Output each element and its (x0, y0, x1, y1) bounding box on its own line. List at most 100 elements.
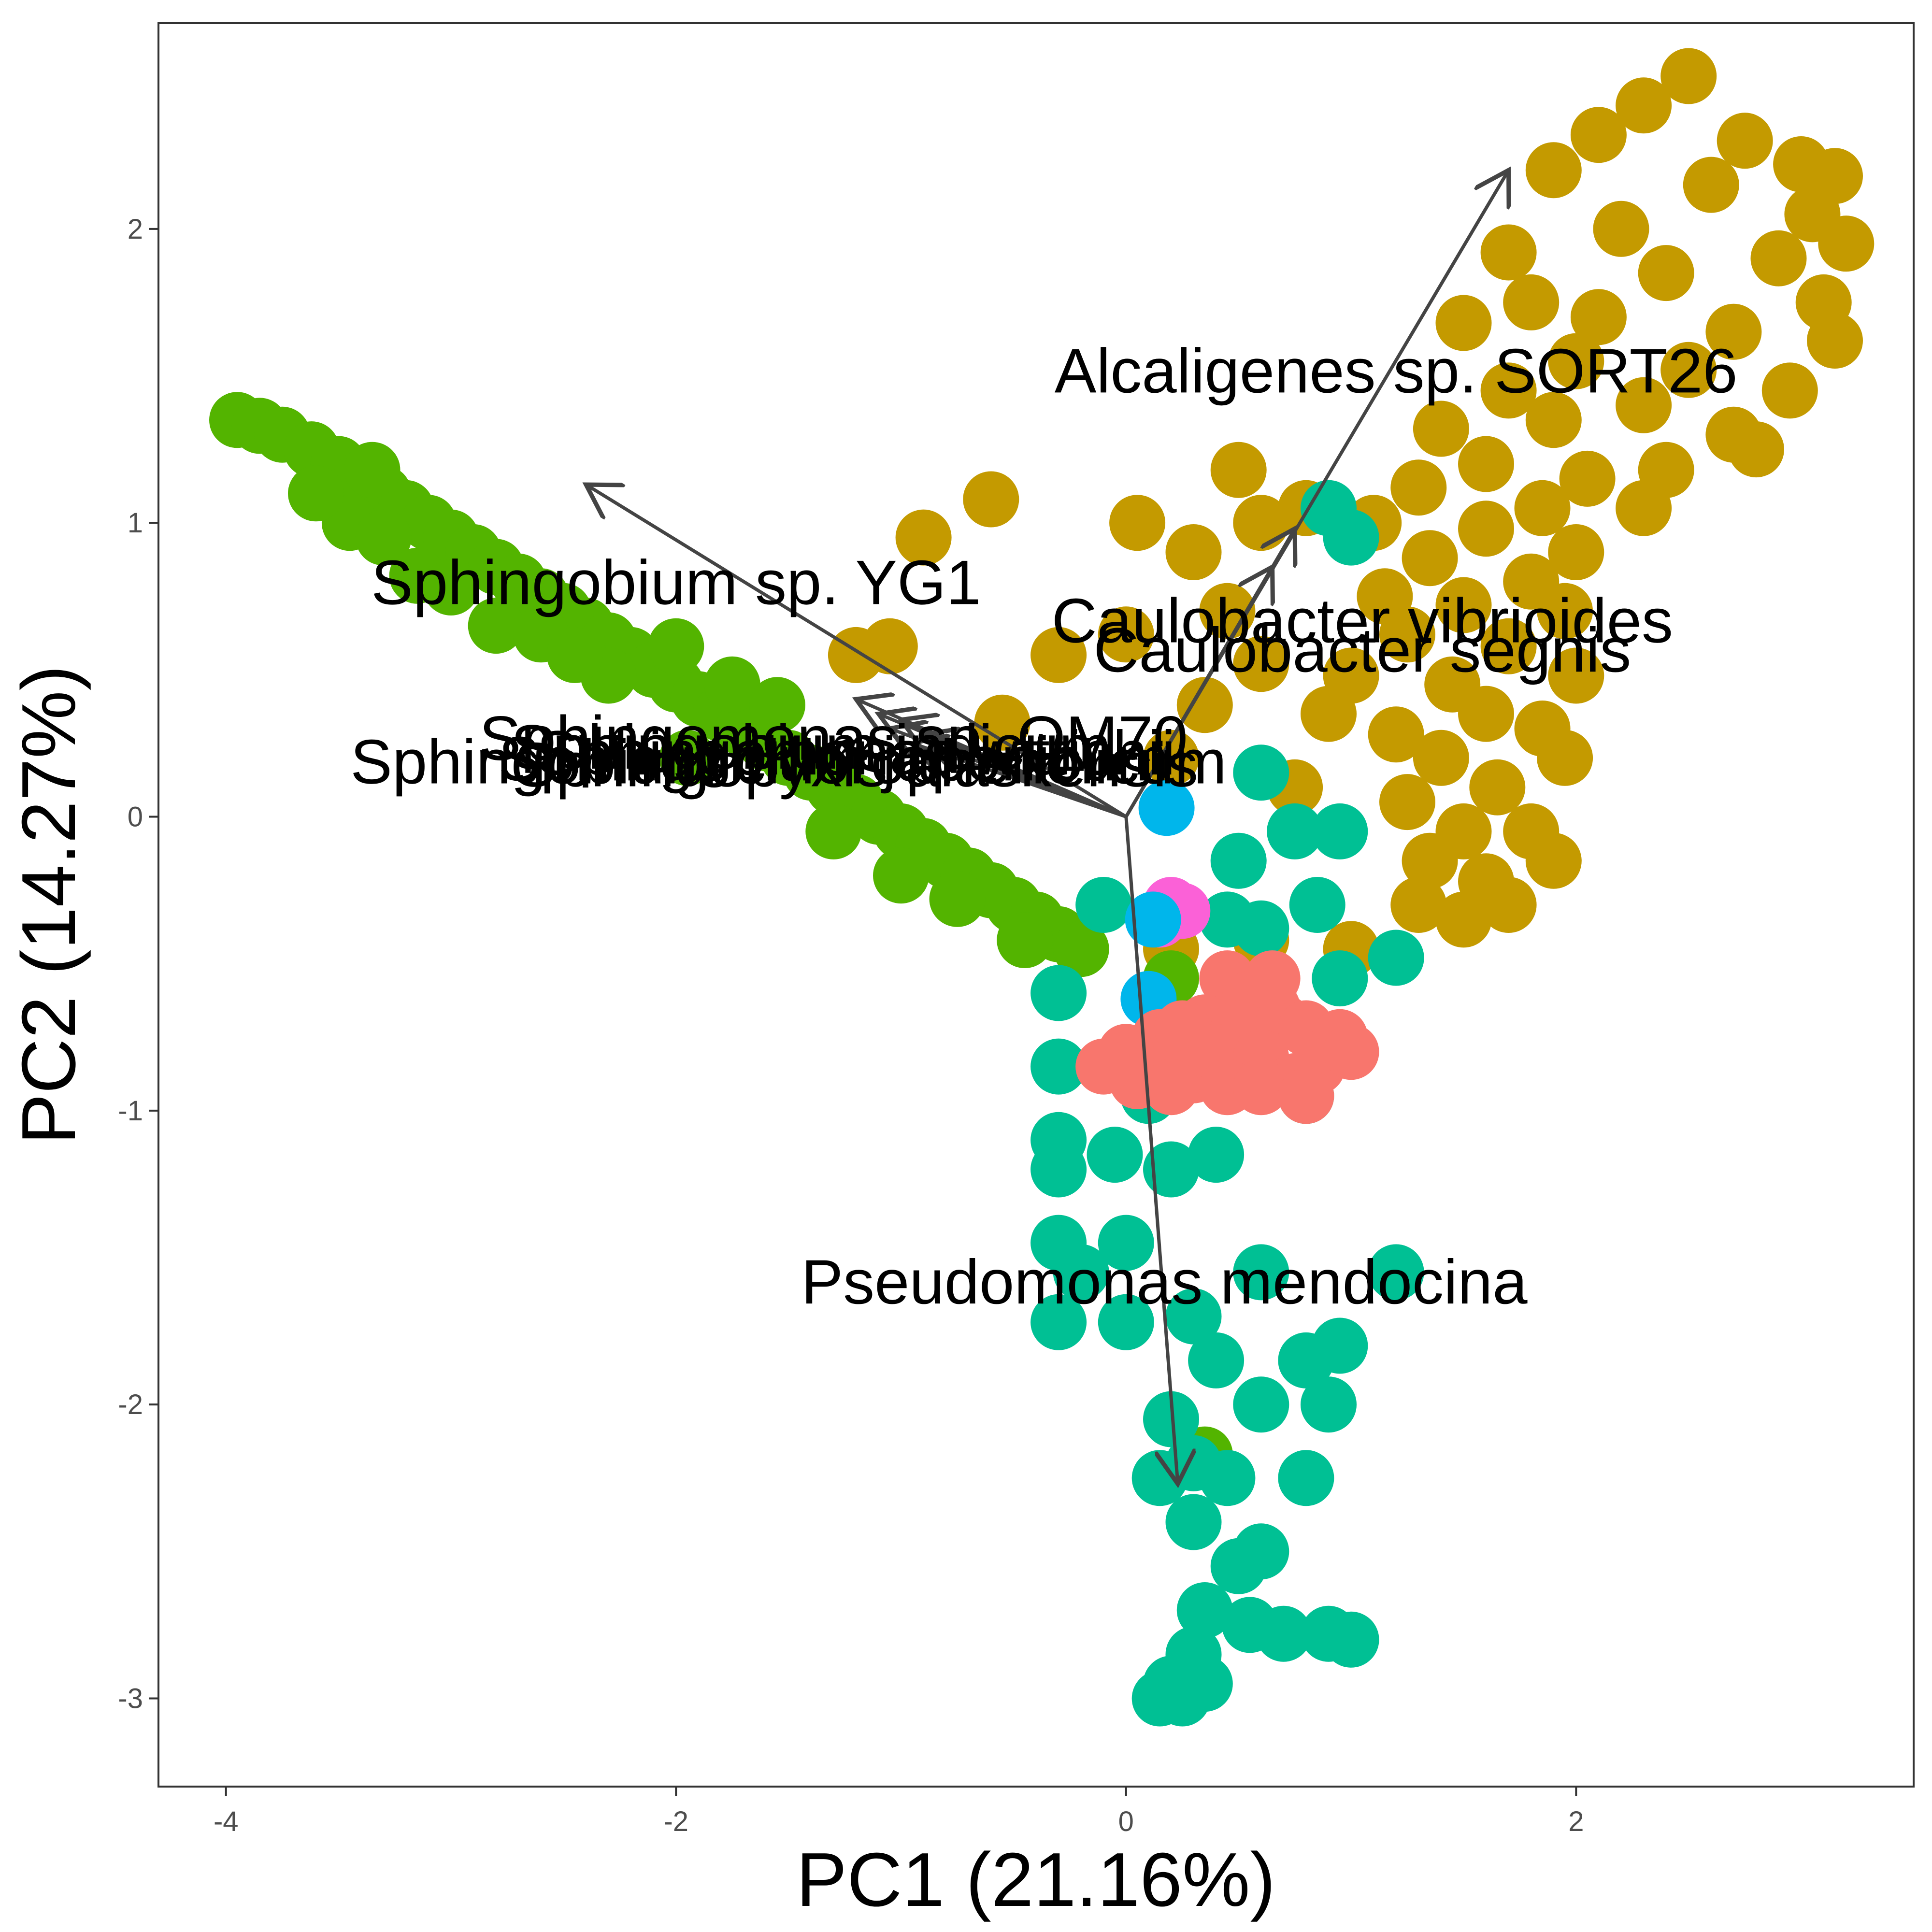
data-point (895, 509, 952, 566)
data-point (1525, 832, 1582, 889)
data-point (468, 598, 524, 654)
data-point (1176, 1582, 1233, 1638)
data-point (1165, 1288, 1222, 1345)
data-point (1098, 1294, 1154, 1350)
data-point (1435, 577, 1492, 633)
x-tick-label: -4 (214, 1806, 239, 1837)
data-point (1176, 677, 1233, 733)
data-point (1638, 245, 1694, 301)
loading-arrow (924, 734, 1127, 818)
data-point (1705, 303, 1762, 360)
loading-arrow (1124, 816, 1178, 1484)
y-tick-label: 0 (128, 801, 143, 833)
data-point (1570, 289, 1627, 345)
plot-panel-border (157, 22, 1915, 1788)
data-point (1435, 295, 1492, 351)
data-point (749, 677, 805, 733)
data-point (963, 471, 1019, 528)
data-point (873, 847, 929, 904)
data-point (1761, 362, 1818, 419)
data-point (1683, 157, 1739, 213)
data-point (1458, 501, 1514, 557)
y-tick-label: -2 (118, 1389, 143, 1420)
data-point (1480, 224, 1537, 281)
data-point (1537, 730, 1593, 786)
data-point (1233, 900, 1289, 957)
x-tick-label: 0 (1118, 1806, 1134, 1837)
data-point (1143, 1391, 1199, 1447)
data-point (1030, 1141, 1087, 1198)
data-point (1278, 1068, 1334, 1124)
data-point (929, 871, 986, 927)
data-point (1030, 1038, 1087, 1095)
data-point (1323, 509, 1379, 566)
data-point (1233, 1523, 1289, 1580)
data-point (355, 509, 412, 566)
loading-arrow (586, 485, 1127, 818)
data-point (1525, 392, 1582, 448)
data-point (1188, 1332, 1245, 1388)
data-point (1435, 891, 1492, 948)
data-point (1717, 113, 1773, 169)
loading-labels: Alcaligenes sp. SORT26 Sphingobium sp. YG… (350, 335, 1737, 1317)
data-point (1244, 950, 1301, 1007)
data-point (1413, 401, 1469, 457)
data-point (1289, 877, 1345, 933)
x-tick-label: -2 (663, 1806, 688, 1837)
data-point (1379, 774, 1435, 830)
data-point (1458, 686, 1514, 742)
data-point (1660, 342, 1717, 398)
data-point (1413, 730, 1469, 786)
data-point (1109, 495, 1166, 551)
data-point (1818, 215, 1875, 272)
data-point (1458, 436, 1514, 492)
points-layer (209, 48, 1875, 1727)
data-point (1323, 1024, 1379, 1080)
data-point (1548, 333, 1604, 389)
y-tick-label: 2 (128, 214, 143, 245)
data-point (1233, 1376, 1289, 1433)
loading-label: Sphingobium indicum (511, 712, 1111, 782)
data-point (546, 627, 603, 683)
data-point (1593, 200, 1649, 257)
data-point (1165, 524, 1222, 580)
data-point (1368, 1244, 1424, 1301)
data-point (1390, 459, 1447, 516)
data-point (1480, 877, 1537, 933)
y-tick-label: 1 (128, 507, 143, 539)
data-point (1402, 530, 1458, 587)
data-point (1143, 730, 1199, 786)
data-point (1233, 1059, 1289, 1116)
data-point (1368, 930, 1424, 986)
data-point (1233, 636, 1289, 692)
data-point (1255, 1605, 1312, 1662)
y-tick-label: -3 (118, 1683, 143, 1715)
data-point (1469, 759, 1526, 816)
loading-label: Sphingobium sp. YG1 (371, 547, 981, 617)
data-point (1053, 921, 1109, 977)
data-point (1087, 1127, 1143, 1183)
data-point (1053, 1244, 1109, 1301)
y-tick-label: -1 (118, 1095, 143, 1127)
data-point (1030, 1294, 1087, 1350)
data-point (1075, 877, 1132, 933)
x-tick-label: 2 (1568, 1806, 1584, 1837)
data-point (1188, 1127, 1245, 1183)
loading-arrows (586, 170, 1509, 1484)
data-point (704, 656, 760, 713)
data-point (1312, 950, 1368, 1007)
data-point (648, 618, 704, 674)
loading-arrow (1124, 567, 1273, 818)
data-point (1075, 1038, 1132, 1095)
data-point (1125, 891, 1181, 948)
data-point (1379, 606, 1435, 663)
loading-label: Caulobacter vibrioides (1052, 585, 1673, 656)
data-point (974, 694, 1030, 751)
data-point (1728, 421, 1784, 478)
data-point (1616, 377, 1672, 433)
data-point (1199, 1450, 1256, 1506)
data-point (288, 465, 344, 522)
data-point (1548, 524, 1604, 580)
loading-label: Sphingopyxis alaskensis (514, 730, 1198, 800)
